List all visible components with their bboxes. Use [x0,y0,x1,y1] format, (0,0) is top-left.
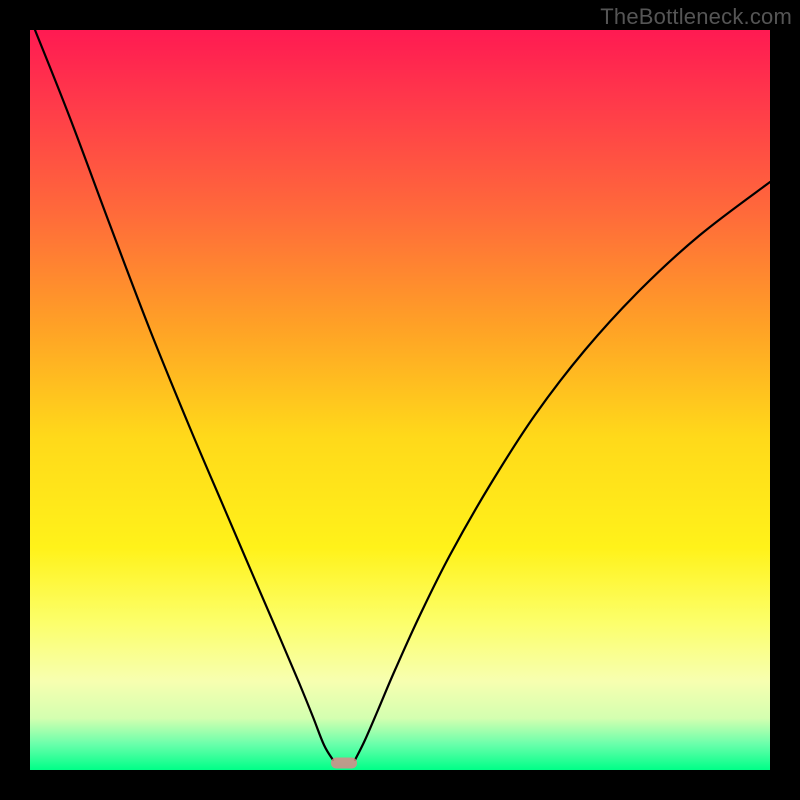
minimum-marker [331,758,357,769]
watermark-text: TheBottleneck.com [600,4,792,30]
chart-container: TheBottleneck.com [0,0,800,800]
bottleneck-chart [0,0,800,800]
